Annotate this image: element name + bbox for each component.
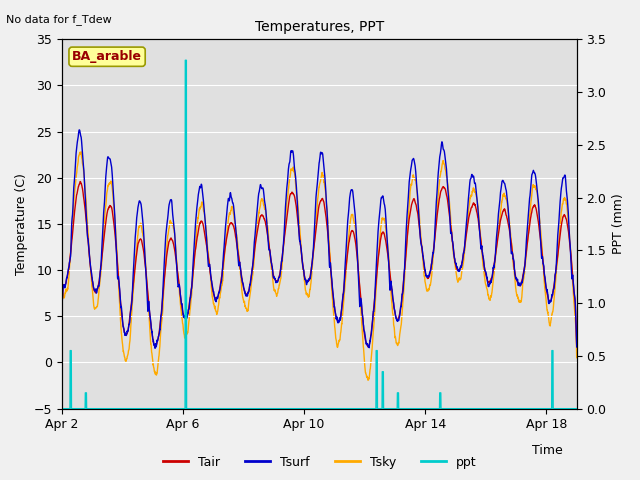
- Tair: [364, 344, 372, 350]
- Line: Tair: Tair: [62, 181, 577, 347]
- Y-axis label: Temperature (C): Temperature (C): [15, 173, 28, 275]
- Line: Tsky: Tsky: [62, 152, 577, 380]
- Tsurf: [213, 294, 221, 300]
- Tair: [573, 343, 580, 349]
- Tsurf: [341, 260, 349, 266]
- Tsurf: [99, 236, 106, 241]
- ppt: [58, 406, 66, 411]
- Line: ppt: ppt: [62, 60, 577, 408]
- ppt: [573, 406, 580, 411]
- ppt: [99, 406, 106, 411]
- Tsky: [364, 377, 372, 383]
- Tsurf: [151, 346, 159, 351]
- Tair: [163, 256, 170, 262]
- Tair: [99, 249, 106, 255]
- Tsurf: [163, 225, 170, 231]
- Tair: [213, 295, 221, 300]
- ppt: [169, 406, 177, 411]
- Tsurf: [170, 217, 177, 223]
- ppt: [163, 406, 170, 411]
- Tair: [76, 179, 84, 184]
- Tsky: [99, 249, 106, 255]
- Tair: [464, 220, 472, 226]
- Tsky: [169, 223, 177, 229]
- Text: No data for f_Tdew: No data for f_Tdew: [6, 14, 112, 25]
- Tair: [169, 240, 177, 245]
- ppt: [341, 406, 349, 411]
- Tsurf: [573, 344, 580, 350]
- Tair: [341, 273, 349, 278]
- Tair: [58, 305, 66, 311]
- Legend: Tair, Tsurf, Tsky, ppt: Tair, Tsurf, Tsky, ppt: [158, 451, 482, 474]
- ppt: [213, 406, 221, 411]
- ppt: [464, 406, 472, 411]
- Tsurf: [464, 201, 472, 207]
- Y-axis label: PPT (mm): PPT (mm): [612, 193, 625, 254]
- ppt: [182, 58, 189, 63]
- Tsurf: [58, 331, 66, 337]
- Text: BA_arable: BA_arable: [72, 50, 142, 63]
- Tsky: [163, 250, 170, 255]
- Tsky: [58, 307, 66, 313]
- Tsky: [464, 215, 472, 220]
- Tsky: [213, 312, 221, 317]
- Tsky: [77, 149, 85, 155]
- Line: Tsurf: Tsurf: [62, 130, 577, 348]
- Tsky: [341, 281, 349, 287]
- Tsurf: [76, 127, 83, 133]
- Text: Time: Time: [532, 444, 563, 457]
- Tsky: [573, 355, 580, 360]
- Title: Temperatures, PPT: Temperatures, PPT: [255, 20, 384, 34]
